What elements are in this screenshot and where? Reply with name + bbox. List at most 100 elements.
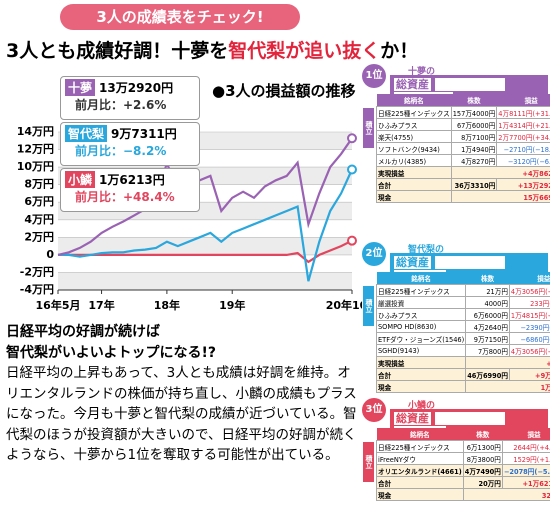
table-cell: 46万6990円 xyxy=(465,368,510,381)
owner-label: 十夢の xyxy=(408,67,436,77)
headline-part: か！ xyxy=(380,40,419,62)
table-cell: SGHD(9143) xyxy=(375,344,467,357)
asset-row: 総資産 53万6213円(+3.1%) xyxy=(390,409,548,440)
table-header: 銘柄名 株数 損益 xyxy=(376,94,550,107)
table-cell: 1万8221円 xyxy=(465,380,550,393)
table-header: 銘柄名 株数 損益 xyxy=(376,272,550,285)
table-cell: 日経225種インデックス xyxy=(376,440,464,453)
column-header: 銘柄名 xyxy=(403,97,424,105)
owner-label: 智代梨の xyxy=(408,245,445,255)
legend-row: 小鱗 1万6213円 xyxy=(65,171,195,188)
headline-part: 智代梨が追い抜く xyxy=(228,40,381,62)
legend-row: 十夢 13万2920円 xyxy=(65,79,195,96)
side-label: 積立 xyxy=(363,108,374,148)
table-cell: 4万2640円 xyxy=(465,320,510,333)
headline-part: 3人とも成績好調！十夢を xyxy=(6,40,229,62)
legend-entry: 智代梨 9万7311円前月比：−8.2% xyxy=(60,122,200,166)
table-cell: 6万6000円 xyxy=(465,308,510,321)
table-row: 実現損益+4万8626円 xyxy=(376,166,550,179)
table-cell: ソフトバンク(9434) xyxy=(376,142,452,155)
table-cell: +9万7311円 xyxy=(508,368,550,381)
table-row: 実現損益+5201円 xyxy=(375,356,550,369)
article-heading: 智代梨がいよいよトップになる!? xyxy=(6,344,216,361)
table-header: 銘柄名 株数 損益 xyxy=(376,428,550,441)
column-header: 銘柄名 xyxy=(411,275,431,283)
x-tick-label: 18年 xyxy=(154,298,180,312)
ranking-panel: 3位 小鱗の 総資産 53万6213円(+3.1%) 銘柄名 株数 損益 日経225種インデッ… xyxy=(362,398,550,519)
table-cell: iFreeNYダウ xyxy=(376,452,464,465)
table-cell: 合計 xyxy=(375,368,467,381)
asset-row: 総資産 65万2920円(+25.6%) xyxy=(390,75,548,106)
table-row: メルカリ(4385)4万8270円−3120円(−6.5%) xyxy=(376,154,550,167)
column-header: 銘柄名 xyxy=(409,431,430,439)
table-cell: 4万3056円(+60.8%) xyxy=(508,344,550,357)
table-cell: +4万8626円 xyxy=(450,166,550,179)
headline: 3人とも成績好調！十夢を智代梨が追い抜くか！ xyxy=(6,36,546,63)
x-tick-label: 20年10月 xyxy=(326,298,362,312)
asset-label: 総資産 xyxy=(394,78,431,91)
table-cell: 合計 xyxy=(376,476,464,489)
legend-change: 前月比：+2.6% xyxy=(75,98,167,112)
table-row: ETFダウ・ジョーンズ(1546)9万7150円−6860円(−7.2%) xyxy=(375,332,550,345)
table-cell: −2710円(−18.1%) xyxy=(496,142,550,155)
y-tick-label: 12万円 xyxy=(17,143,54,156)
rank-badge: 3位 xyxy=(362,398,386,422)
table-row: 現金1万8221円 xyxy=(375,380,550,393)
table-row: 現金32万円 xyxy=(376,488,550,501)
table-cell: 4万8111円(+31.2%) xyxy=(496,106,550,119)
table-cell: オリエンタルランド(4661) xyxy=(376,464,464,477)
table-cell: 現金 xyxy=(376,190,452,203)
y-tick-label: 6万円 xyxy=(24,195,54,208)
table-cell: 日経225種インデックス xyxy=(376,106,452,119)
table-cell: 楽天(4755) xyxy=(376,130,452,143)
table-cell: 実現損益 xyxy=(375,356,467,369)
legend-change: 前月比：−8.2% xyxy=(75,144,167,158)
table-cell: 2644円(+4.5%) xyxy=(501,440,550,453)
table-cell: 8万7100円 xyxy=(450,130,498,143)
table-cell: 8万3800円 xyxy=(462,452,503,465)
legend-name: 智代梨 xyxy=(65,125,108,142)
table-cell: 1529円(+1.8%) xyxy=(501,452,550,465)
table-cell: 157万4000円 xyxy=(450,106,498,119)
table-cell: −6860円(−7.2%) xyxy=(508,332,550,345)
table-cell: 1万4314円(+21.7%) xyxy=(496,118,550,131)
column-header: 損益 xyxy=(537,275,550,283)
x-tick-label: 19年 xyxy=(219,298,245,312)
y-tick-label: -4万円 xyxy=(20,283,54,296)
legend-total: 9万7311円 xyxy=(111,127,177,141)
y-tick-label: 8万円 xyxy=(24,178,54,191)
holdings-table: 銘柄名株数損益日経225種インデックス21万円4万3056円(+20.5%)厳選… xyxy=(375,272,550,393)
series-line xyxy=(58,239,353,264)
article-body: 日経平均の上昇もあって、3人とも成績は好調を維持。オリエンタルランドの株価が持ち… xyxy=(6,365,357,463)
ranking-panel: 2位 智代梨の 総資産 50万7624円(+5.8%) 銘柄名 株数 損益 日経225種インデ… xyxy=(362,242,550,398)
table-cell: 21万円 xyxy=(465,284,510,297)
y-tick-label: 2万円 xyxy=(24,230,54,243)
table-cell: 日経225種インデックス xyxy=(375,284,467,297)
column-header: 損益 xyxy=(524,97,538,105)
table-cell: +5201円 xyxy=(465,356,550,369)
legend-name: 小鱗 xyxy=(65,171,96,188)
table-cell: 7万800円 xyxy=(465,344,510,357)
table-cell: 1万4815円(+22.4%) xyxy=(508,308,550,321)
table-cell: 4000円 xyxy=(465,296,510,309)
table-cell: 233円(+5.8%) xyxy=(508,296,550,309)
x-tick-label: 16年5月 xyxy=(36,298,81,312)
table-cell: 合計 xyxy=(376,178,452,191)
column-header: 株数 xyxy=(476,431,490,439)
table-cell: 4万7490円 xyxy=(462,464,503,477)
table-cell: 32万円 xyxy=(462,488,550,501)
table-cell: 9万7150円 xyxy=(465,332,510,345)
x-tick-label: 17年 xyxy=(88,298,114,312)
table-row: ソフトバンク(9434)1万4940円−2710円(−18.1%) xyxy=(376,142,550,155)
article-heading: 日経平均の好調が続けば xyxy=(6,324,160,340)
y-tick-label: -2万円 xyxy=(20,265,54,278)
table-row: オリエンタルランド(4661)4万7490円−2078円(−5.9%) xyxy=(376,464,550,477)
table-cell: +1万6213円 xyxy=(501,476,550,489)
